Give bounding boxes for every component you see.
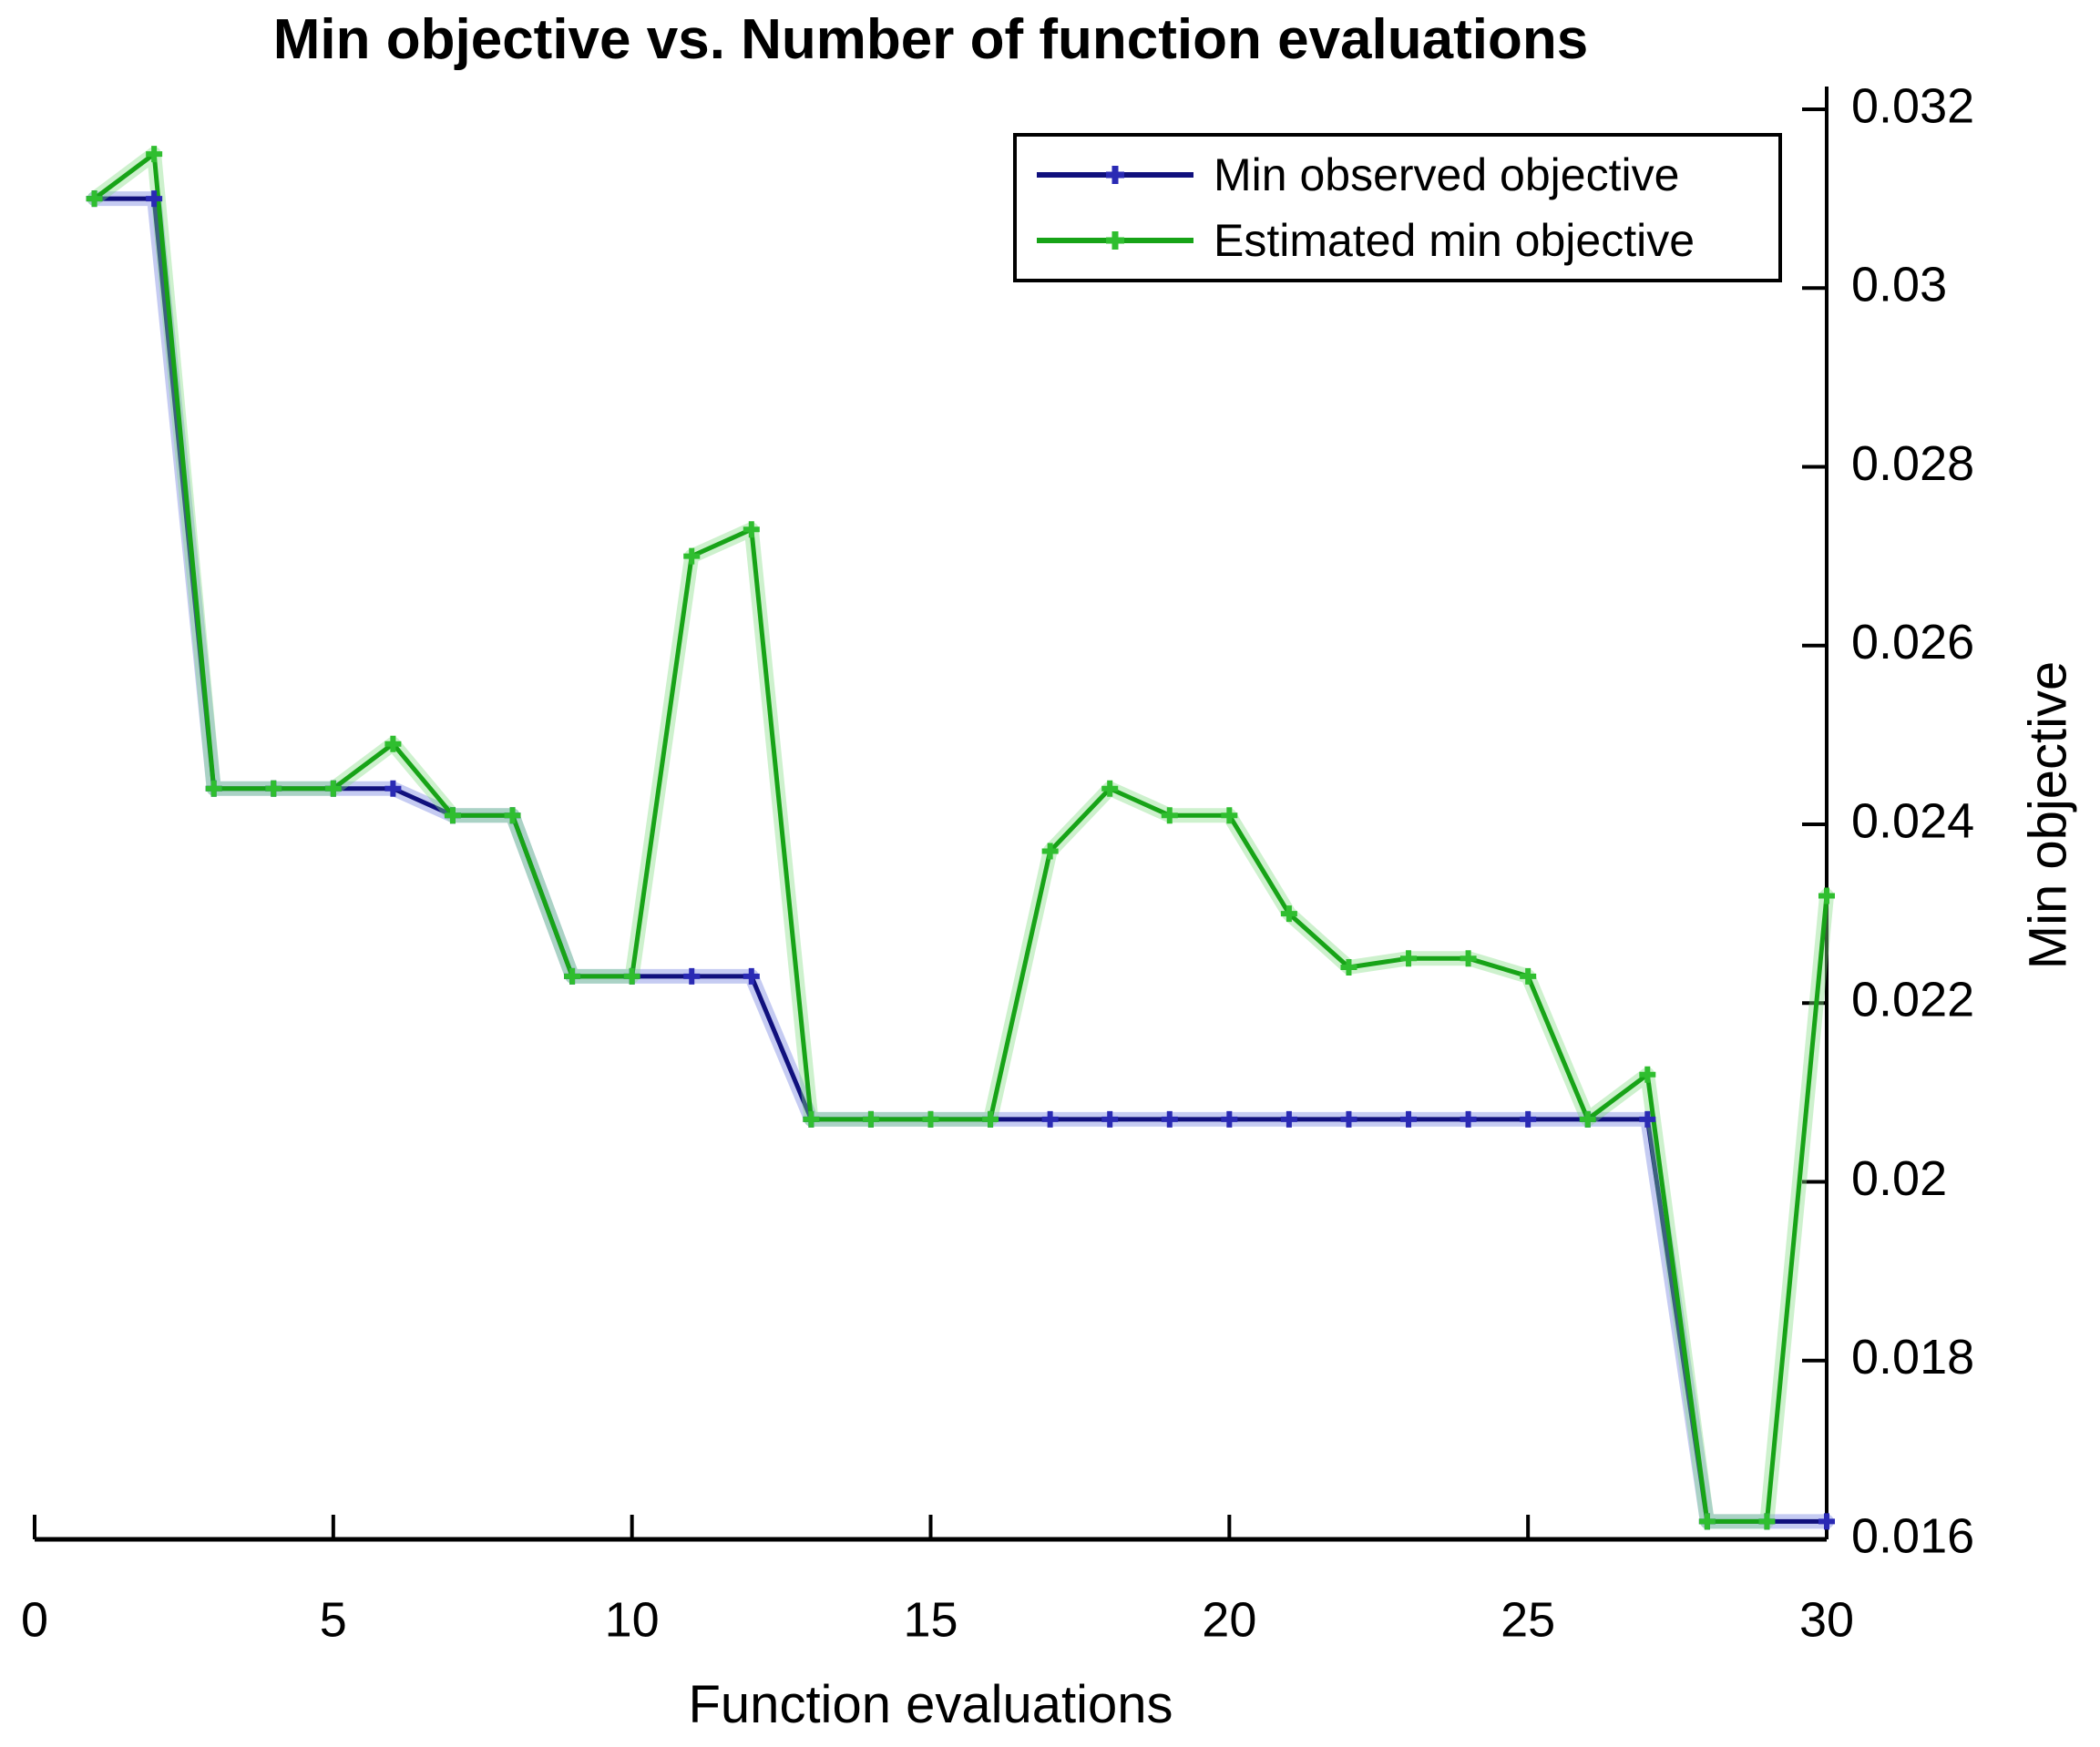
legend-entry-1: Estimated min objective <box>1033 214 1766 267</box>
legend-marker-icon <box>1106 231 1124 250</box>
series-line-0 <box>94 196 1827 1524</box>
x-tick-label: 30 <box>1799 1592 1854 1647</box>
legend: Min observed objective Estimated min obje… <box>1013 133 1782 282</box>
y-tick-label: 0.016 <box>1851 1508 1974 1563</box>
x-tick-label: 20 <box>1202 1592 1256 1647</box>
x-tick-label: 0 <box>21 1592 48 1647</box>
y-tick-label: 0.032 <box>1851 78 1974 133</box>
y-tick-label: 0.024 <box>1851 793 1974 848</box>
legend-label: Min observed objective <box>1214 149 1680 200</box>
series-markers-1 <box>86 146 1835 1530</box>
x-tick-label: 15 <box>903 1592 958 1647</box>
y-tick-label: 0.026 <box>1851 615 1974 669</box>
series-line-1 <box>93 151 1829 1524</box>
x-tick-label: 5 <box>320 1592 347 1647</box>
x-tick-label: 10 <box>605 1592 660 1647</box>
series-halo-0 <box>87 191 1834 1529</box>
x-axis-label: Function evaluations <box>688 1675 1173 1734</box>
y-tick-label: 0.028 <box>1851 436 1974 491</box>
legend-entry-0: Min observed objective <box>1033 148 1766 201</box>
x-tick-label: 25 <box>1501 1592 1555 1647</box>
series-markers-0 <box>86 190 1835 1530</box>
legend-marker-icon <box>1106 166 1124 184</box>
legend-label: Estimated min objective <box>1214 215 1695 266</box>
y-tick-label: 0.03 <box>1851 258 1947 312</box>
chart-title: Min objective vs. Number of function eva… <box>272 8 1589 71</box>
y-axis-label: Min objective <box>2018 660 2078 970</box>
y-tick-label: 0.018 <box>1851 1330 1974 1384</box>
y-tick-label: 0.02 <box>1851 1151 1947 1206</box>
y-tick-label: 0.022 <box>1851 973 1974 1027</box>
legend-line-sample <box>1037 166 1193 184</box>
series-halo-1 <box>87 147 1834 1529</box>
legend-line-sample <box>1037 231 1193 250</box>
